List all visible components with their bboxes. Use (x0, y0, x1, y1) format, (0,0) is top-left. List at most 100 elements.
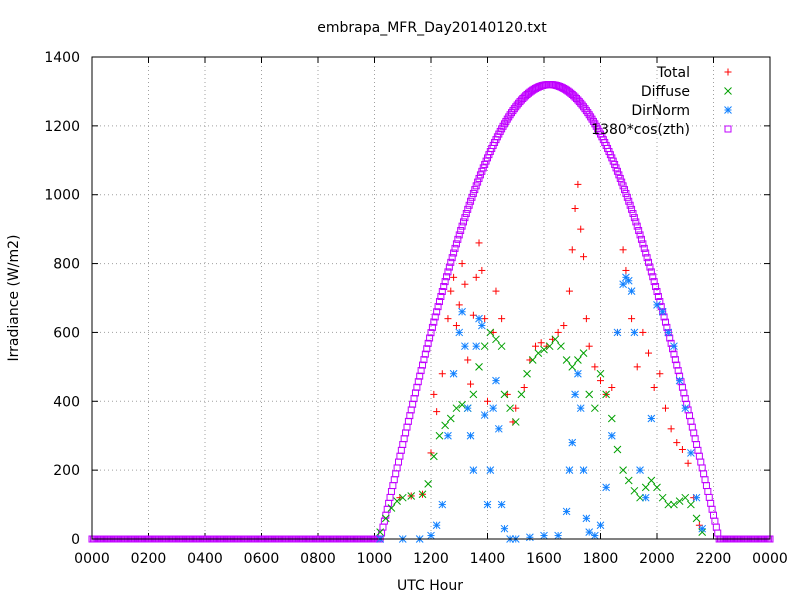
dirnorm-point (698, 524, 707, 533)
dirnorm-point (675, 376, 684, 385)
dirnorm-point (500, 524, 509, 533)
cos-zth-point (386, 493, 394, 501)
dirnorm-point (624, 276, 633, 285)
legend-marker (724, 87, 732, 95)
cos-zth-point (458, 222, 466, 230)
diffuse-point (585, 390, 594, 399)
x-tick-label: 1800 (583, 551, 619, 567)
dirnorm-point (427, 531, 435, 540)
cos-zth-point (621, 186, 629, 194)
dirnorm-point (579, 466, 588, 474)
dirnorm-point (596, 521, 605, 530)
total-point (430, 390, 438, 398)
cos-zth-point (639, 240, 647, 248)
dirnorm-point (582, 514, 591, 523)
total-point (433, 408, 441, 416)
cos-zth-point (445, 263, 453, 271)
diffuse-point (458, 400, 466, 409)
cos-zth-point (431, 313, 439, 321)
legend-marker (724, 106, 732, 114)
cos-zth-point (469, 189, 477, 197)
total-point (591, 363, 599, 371)
cos-zth-point (435, 298, 443, 306)
diffuse-point (687, 500, 695, 509)
total-point (475, 239, 483, 247)
cos-zth-point (459, 218, 467, 226)
total-point (597, 377, 604, 385)
y-tick-label: 0 (71, 532, 80, 548)
y-tick-label: 1000 (44, 188, 80, 204)
dirnorm-point (658, 307, 667, 316)
diffuse-point (492, 335, 500, 344)
dirnorm-point (463, 404, 472, 413)
total-point (667, 425, 675, 433)
cos-zth-point (462, 209, 470, 217)
total-point (628, 315, 636, 323)
diffuse-point (670, 500, 678, 509)
cos-zth-point (636, 231, 644, 239)
cos-zth-point (647, 268, 655, 276)
cos-zth-point (690, 429, 698, 437)
diffuse-point (393, 497, 401, 505)
total-point (520, 384, 528, 392)
total-point (571, 204, 579, 212)
dirnorm-point (449, 369, 458, 378)
cos-zth-point (625, 197, 633, 205)
cos-zth-point (465, 201, 473, 209)
diffuse-point (641, 483, 650, 492)
dirnorm-point (461, 342, 469, 351)
cos-zth-point (395, 458, 403, 466)
cos-zth-point (474, 178, 482, 186)
cos-zth-point (404, 417, 412, 425)
diffuse-point (562, 356, 571, 364)
dirnorm-point (687, 449, 695, 457)
diffuse-point (692, 514, 701, 523)
dirnorm-point (466, 431, 475, 440)
diffuse-point (497, 342, 506, 351)
cos-zth-point (622, 189, 630, 197)
cos-zth-point (420, 356, 428, 364)
total-point (554, 328, 562, 336)
diffuse-point (619, 466, 627, 474)
cos-zth-point (454, 235, 462, 243)
y-tick-label: 1400 (44, 50, 80, 66)
total-point (444, 315, 452, 323)
diffuse-point (636, 493, 644, 502)
cos-zth-point (392, 470, 400, 478)
diffuse-point (511, 418, 520, 426)
cos-zth-point (443, 273, 451, 281)
cos-zth-point (410, 395, 418, 403)
diffuse-point (398, 493, 407, 502)
cos-zth-point (687, 417, 695, 425)
total-point (673, 439, 681, 447)
cos-zth-point (407, 406, 415, 414)
total-point (478, 266, 486, 274)
cos-zth-point (630, 214, 638, 222)
cos-zth-point (467, 197, 475, 205)
legend-label: DirNorm (631, 103, 690, 119)
diffuse-point (551, 335, 560, 344)
diffuse-point (517, 390, 526, 399)
diffuse-point (545, 342, 554, 351)
cos-zth-point (468, 193, 476, 201)
total-point (633, 363, 641, 371)
series-dirnorm (376, 273, 707, 543)
total-point (684, 459, 692, 467)
diffuse-point (429, 452, 438, 461)
dirnorm-point (494, 424, 503, 433)
diffuse-point (376, 528, 385, 536)
legend-label: Diffuse (641, 84, 690, 100)
dirnorm-point (554, 531, 562, 540)
x-tick-label: 2000 (639, 551, 675, 567)
dirnorm-point (455, 328, 464, 337)
cos-zth-point (421, 350, 429, 358)
cos-zth-point (457, 227, 465, 235)
dirnorm-point (636, 466, 644, 474)
diffuse-point (653, 483, 661, 492)
cos-zth-point (403, 423, 411, 431)
cos-zth-point (712, 523, 720, 531)
cos-zth-point (635, 227, 643, 235)
dirnorm-point (475, 314, 483, 323)
total-point (492, 287, 500, 295)
cos-zth-point (428, 323, 436, 331)
